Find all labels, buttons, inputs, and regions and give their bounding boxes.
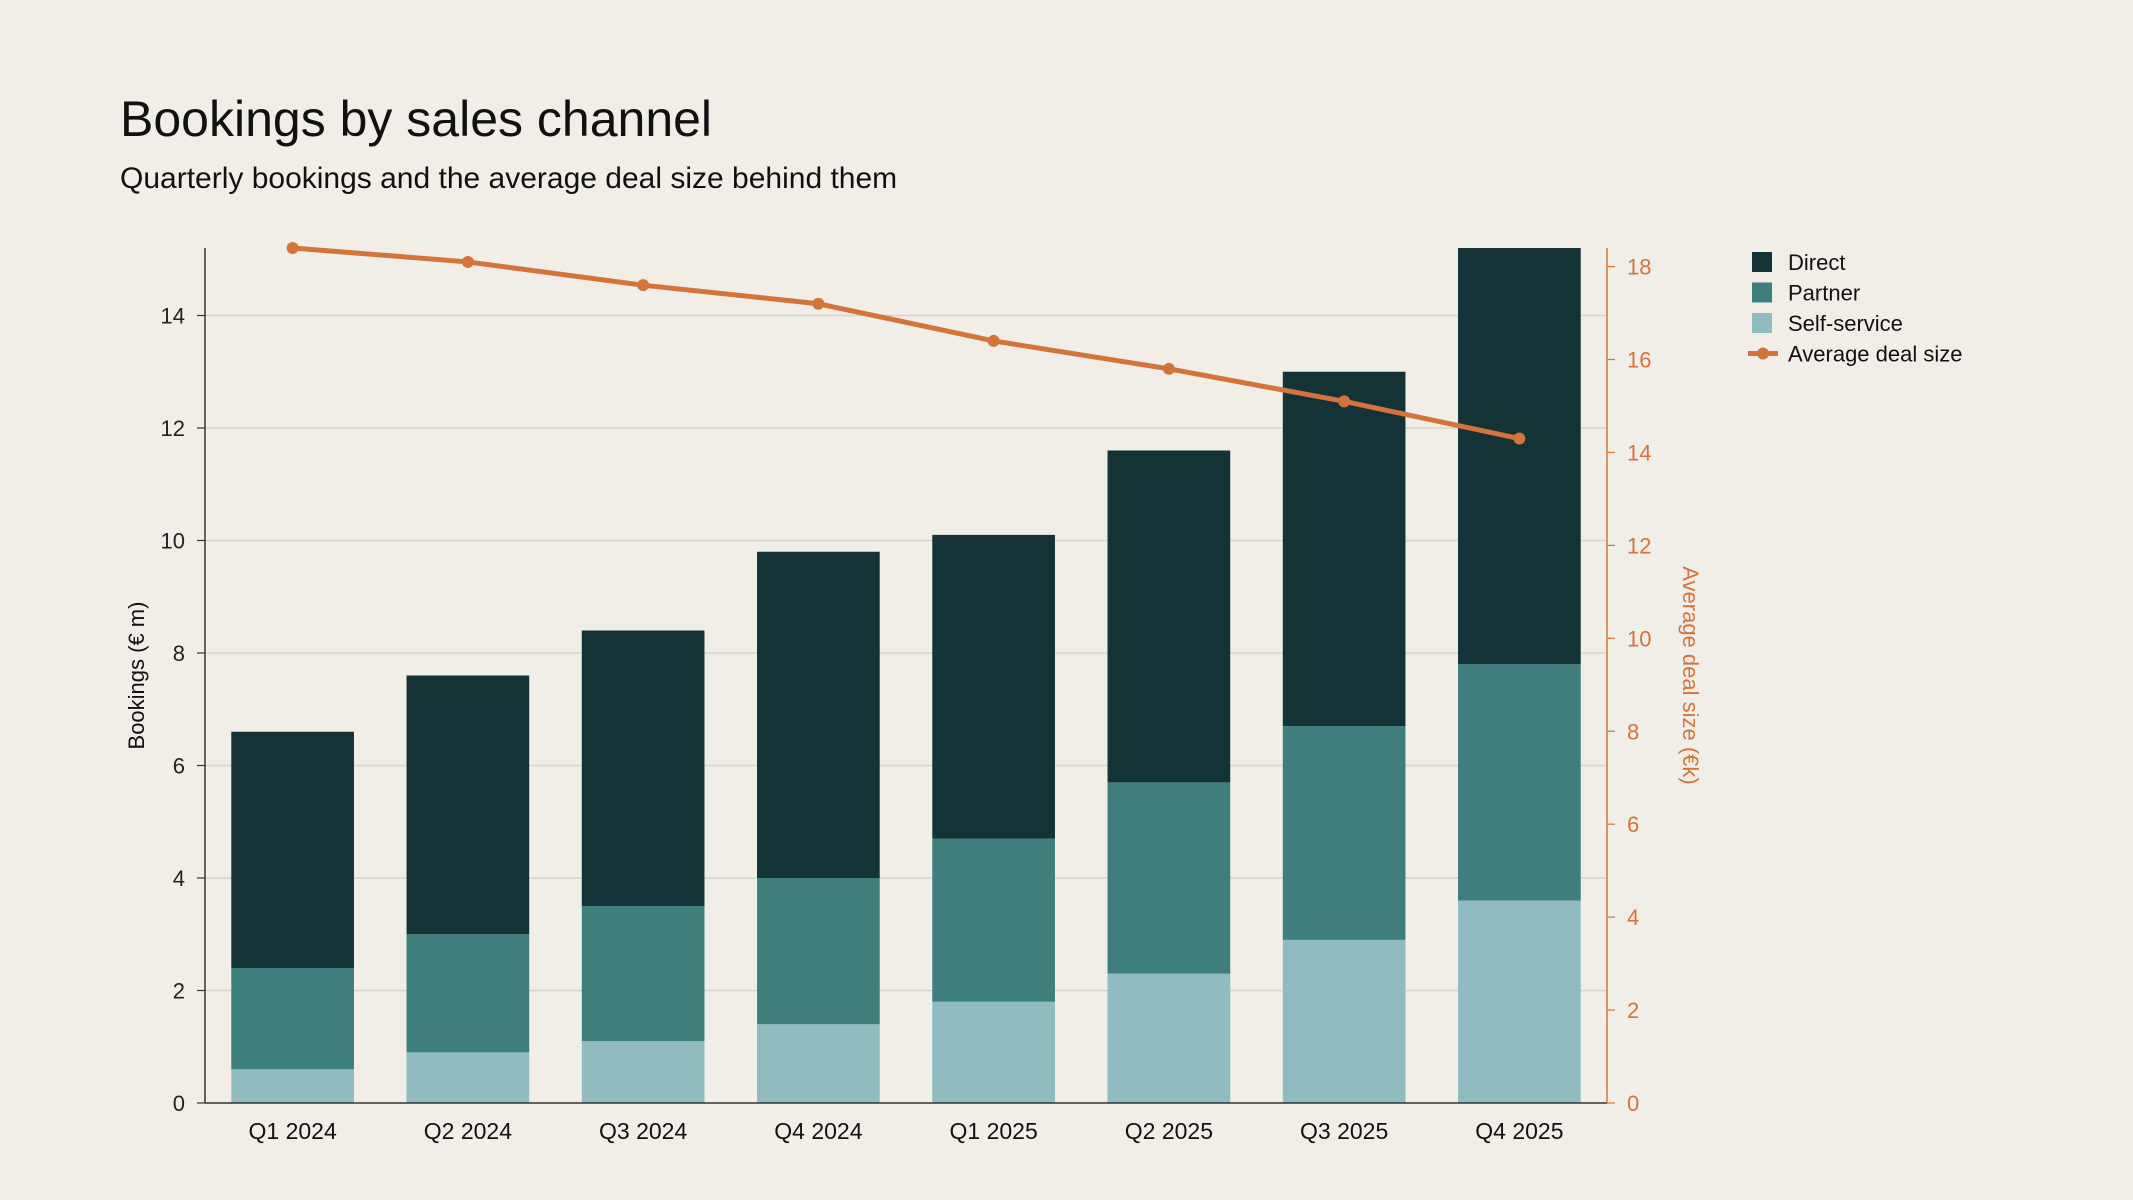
- line-point-5: [987, 334, 1000, 347]
- bar-direct-3: [581, 630, 705, 907]
- axes: 0 2 4 6 8 10 12 14 0 2 4 6 8 10 12 14 16 18 Q1 2024 Q2 2024…: [124, 248, 1703, 1144]
- x-tick-label: Q2 2025: [1125, 1118, 1213, 1144]
- average-deal-size-line: [286, 242, 1526, 445]
- y-tick-label: 4: [173, 866, 185, 891]
- bar-direct-4: [757, 551, 880, 878]
- bar-partner-1: [231, 968, 354, 1070]
- bar-direct-5: [932, 534, 1055, 839]
- bar-partner-7: [1282, 726, 1406, 940]
- y-tick-label: 0: [173, 1091, 185, 1116]
- bar-direct-2: [406, 675, 530, 935]
- y2-tick-label: 0: [1627, 1091, 1639, 1116]
- line-average-deal-size: [290, 245, 1522, 442]
- bar-self-service-7: [1282, 939, 1406, 1103]
- y-tick-label: 12: [161, 416, 185, 441]
- y-tick-label: 6: [173, 754, 185, 779]
- y2-axis-title: Average deal size (€k): [1678, 566, 1703, 785]
- y2-tick-label: 8: [1627, 719, 1639, 744]
- y2-tick-label: 12: [1627, 533, 1651, 558]
- y2-tick-label: 6: [1627, 812, 1639, 837]
- bar-self-service-1: [231, 1069, 354, 1103]
- x-tick-label: Q1 2025: [950, 1118, 1038, 1144]
- x-tick-label: Q3 2025: [1300, 1118, 1388, 1144]
- y2-tick-label: 2: [1627, 998, 1639, 1023]
- y2-tick-label: 4: [1627, 905, 1639, 930]
- x-tick-label: Q4 2024: [774, 1118, 862, 1144]
- y2-tick-label: 10: [1627, 626, 1651, 651]
- bar-partner-2: [406, 934, 530, 1053]
- bar-self-service-3: [581, 1041, 705, 1103]
- y-tick-label: 10: [161, 529, 185, 554]
- stacked-bars: [231, 248, 1581, 1103]
- bar-self-service-4: [757, 1024, 880, 1103]
- legend-swatch-marker: [1757, 347, 1769, 360]
- line-point-1: [286, 242, 299, 254]
- y2-tick-label: 16: [1627, 348, 1651, 373]
- line-point-7: [1338, 395, 1351, 408]
- bar-self-service-8: [1458, 900, 1581, 1103]
- y-tick-label: 8: [173, 641, 185, 666]
- legend-swatch: [1752, 252, 1772, 272]
- x-tick-label: Q3 2024: [599, 1118, 687, 1144]
- line-point-8: [1513, 432, 1526, 445]
- line-point-6: [1162, 362, 1175, 375]
- line-point-3: [637, 279, 650, 292]
- legend-swatch: [1752, 282, 1772, 303]
- x-tick-label: Q4 2025: [1475, 1118, 1563, 1144]
- legend-label: Direct: [1788, 250, 1845, 275]
- y-axis-title: Bookings (€ m): [124, 602, 149, 750]
- line-point-4: [812, 297, 825, 310]
- x-tick-label: Q1 2024: [249, 1118, 337, 1144]
- bar-partner-5: [932, 838, 1055, 1002]
- legend-swatch: [1752, 313, 1772, 333]
- line-point-2: [461, 255, 474, 268]
- bar-direct-1: [231, 731, 354, 968]
- bar-direct-6: [1107, 450, 1231, 783]
- bar-partner-4: [757, 878, 880, 1025]
- bar-self-service-6: [1107, 973, 1231, 1103]
- legend-label: Average deal size: [1788, 342, 1963, 367]
- chart-title: Bookings by sales channel: [120, 91, 713, 147]
- y2-tick-label: 14: [1627, 440, 1651, 465]
- bar-partner-8: [1458, 664, 1581, 901]
- legend-label: Partner: [1788, 281, 1860, 306]
- y-tick-label: 2: [173, 979, 185, 1004]
- legend-label: Self-service: [1788, 311, 1903, 336]
- y-tick-label: 14: [161, 304, 185, 329]
- bar-direct-7: [1282, 371, 1406, 727]
- legend: Direct Partner Self-service Average deal si…: [1748, 250, 1963, 367]
- chart-subtitle: Quarterly bookings and the average deal …: [120, 162, 898, 195]
- bar-self-service-2: [406, 1052, 530, 1103]
- x-tick-label: Q2 2024: [424, 1118, 512, 1144]
- bar-self-service-5: [932, 1001, 1055, 1103]
- bar-partner-6: [1107, 782, 1231, 974]
- y2-tick-label: 18: [1627, 255, 1651, 280]
- bar-partner-3: [581, 906, 705, 1042]
- bar-direct-8: [1458, 248, 1581, 665]
